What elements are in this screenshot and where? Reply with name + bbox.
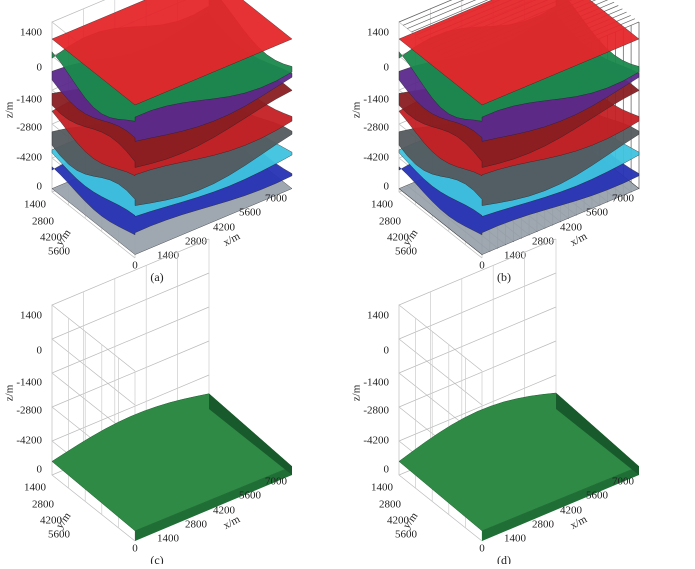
y-tick-label: 2800	[379, 216, 402, 228]
z-tick-label: -2800	[363, 122, 389, 134]
model-side	[135, 466, 292, 541]
y-tick-label: 4200	[387, 232, 410, 244]
y-tick-label: 4200	[40, 515, 63, 527]
z-tick-label: -2800	[16, 122, 42, 134]
origin-label: 0	[132, 260, 138, 272]
y-tick-label: 5600	[395, 246, 418, 258]
z-tick-label: -4200	[363, 152, 389, 164]
z-tick-label: 1400	[367, 27, 390, 39]
z-axis-title: z/m	[4, 384, 16, 401]
z-tick-label: 0	[384, 345, 390, 357]
z-tick-label: -1400	[363, 94, 389, 106]
model-top	[398, 392, 640, 532]
x-tick-label: 2800	[532, 519, 555, 531]
y-tick-label: 5600	[48, 246, 71, 258]
y-tick-label: 1400	[24, 199, 47, 211]
x-tick-label: 2800	[185, 519, 208, 531]
y-tick-label: 4200	[387, 515, 410, 527]
y-tick-label: 5600	[48, 529, 71, 541]
x-tick-label: 5600	[586, 207, 609, 219]
z-tick-label: -2800	[363, 405, 389, 417]
x-tick-label: 7000	[612, 193, 635, 205]
y-tick-label: 1400	[371, 482, 394, 494]
z-tick-label: 1400	[20, 27, 43, 39]
z-tick-label: 0	[384, 464, 390, 476]
z-tick-label: -4200	[16, 152, 42, 164]
z-tick-label: -4200	[363, 435, 389, 447]
z-tick-label: -1400	[363, 377, 389, 389]
z-tick-label: 0	[384, 62, 390, 74]
mesh-line	[402, 0, 465, 26]
caption: (c)	[150, 553, 163, 564]
z-tick-label: 0	[37, 181, 43, 193]
z-axis-title: z/m	[4, 101, 16, 118]
x-tick-label: 4200	[213, 505, 236, 517]
mesh-line	[407, 0, 477, 29]
y-tick-label: 1400	[371, 199, 394, 211]
mesh-line	[398, 0, 453, 23]
z-tick-label: 0	[37, 464, 43, 476]
y-tick-label: 2800	[32, 216, 55, 228]
model-top	[51, 393, 293, 532]
origin-label: 0	[479, 260, 485, 272]
x-tick-label: 2800	[185, 236, 208, 248]
x-tick-label: 4200	[560, 222, 583, 234]
z-axis-title: z/m	[351, 101, 363, 118]
mesh-line	[411, 0, 489, 33]
y-tick-label: 4200	[40, 232, 63, 244]
panel: 14000-1400-2800-420001400280042005600014…	[351, 0, 640, 284]
z-tick-label: 1400	[367, 310, 390, 322]
x-tick-label: 5600	[239, 207, 262, 219]
x-tick-label: 1400	[504, 533, 527, 545]
y-tick-label: 1400	[24, 482, 47, 494]
model-side	[482, 466, 639, 541]
origin-label: 0	[132, 543, 138, 555]
y-tick-label: 2800	[379, 499, 402, 511]
caption: (b)	[497, 270, 511, 284]
z-axis-title: z/m	[351, 384, 363, 401]
x-tick-label: 7000	[265, 476, 288, 488]
top-surface	[398, 0, 640, 106]
top-surface	[51, 0, 293, 106]
x-tick-label: 4200	[560, 505, 583, 517]
x-tick-label: 4200	[213, 222, 236, 234]
z-tick-label: -2800	[16, 405, 42, 417]
x-tick-label: 7000	[265, 193, 288, 205]
z-tick-label: 0	[384, 181, 390, 193]
y-tick-label: 5600	[395, 529, 418, 541]
z-tick-label: -1400	[16, 94, 42, 106]
y-tick-label: 2800	[32, 499, 55, 511]
z-tick-label: 0	[37, 62, 43, 74]
x-tick-label: 5600	[239, 490, 262, 502]
x-tick-label: 7000	[612, 476, 635, 488]
z-tick-label: 1400	[20, 310, 43, 322]
z-tick-label: -1400	[16, 377, 42, 389]
z-tick-label: 0	[37, 345, 43, 357]
panel: 14000-1400-2800-420001400280042005600014…	[351, 238, 640, 567]
panel: 14000-1400-2800-420001400280042005600014…	[4, 238, 293, 567]
x-tick-label: 2800	[532, 236, 555, 248]
x-tick-label: 5600	[586, 490, 609, 502]
panel: 14000-1400-2800-420001400280042005600014…	[4, 0, 293, 284]
caption: (a)	[150, 270, 163, 284]
z-tick-label: -4200	[16, 435, 42, 447]
caption: (d)	[497, 553, 511, 564]
origin-label: 0	[479, 543, 485, 555]
model-side	[556, 393, 639, 475]
x-tick-label: 1400	[157, 533, 180, 545]
model-side	[209, 393, 292, 475]
